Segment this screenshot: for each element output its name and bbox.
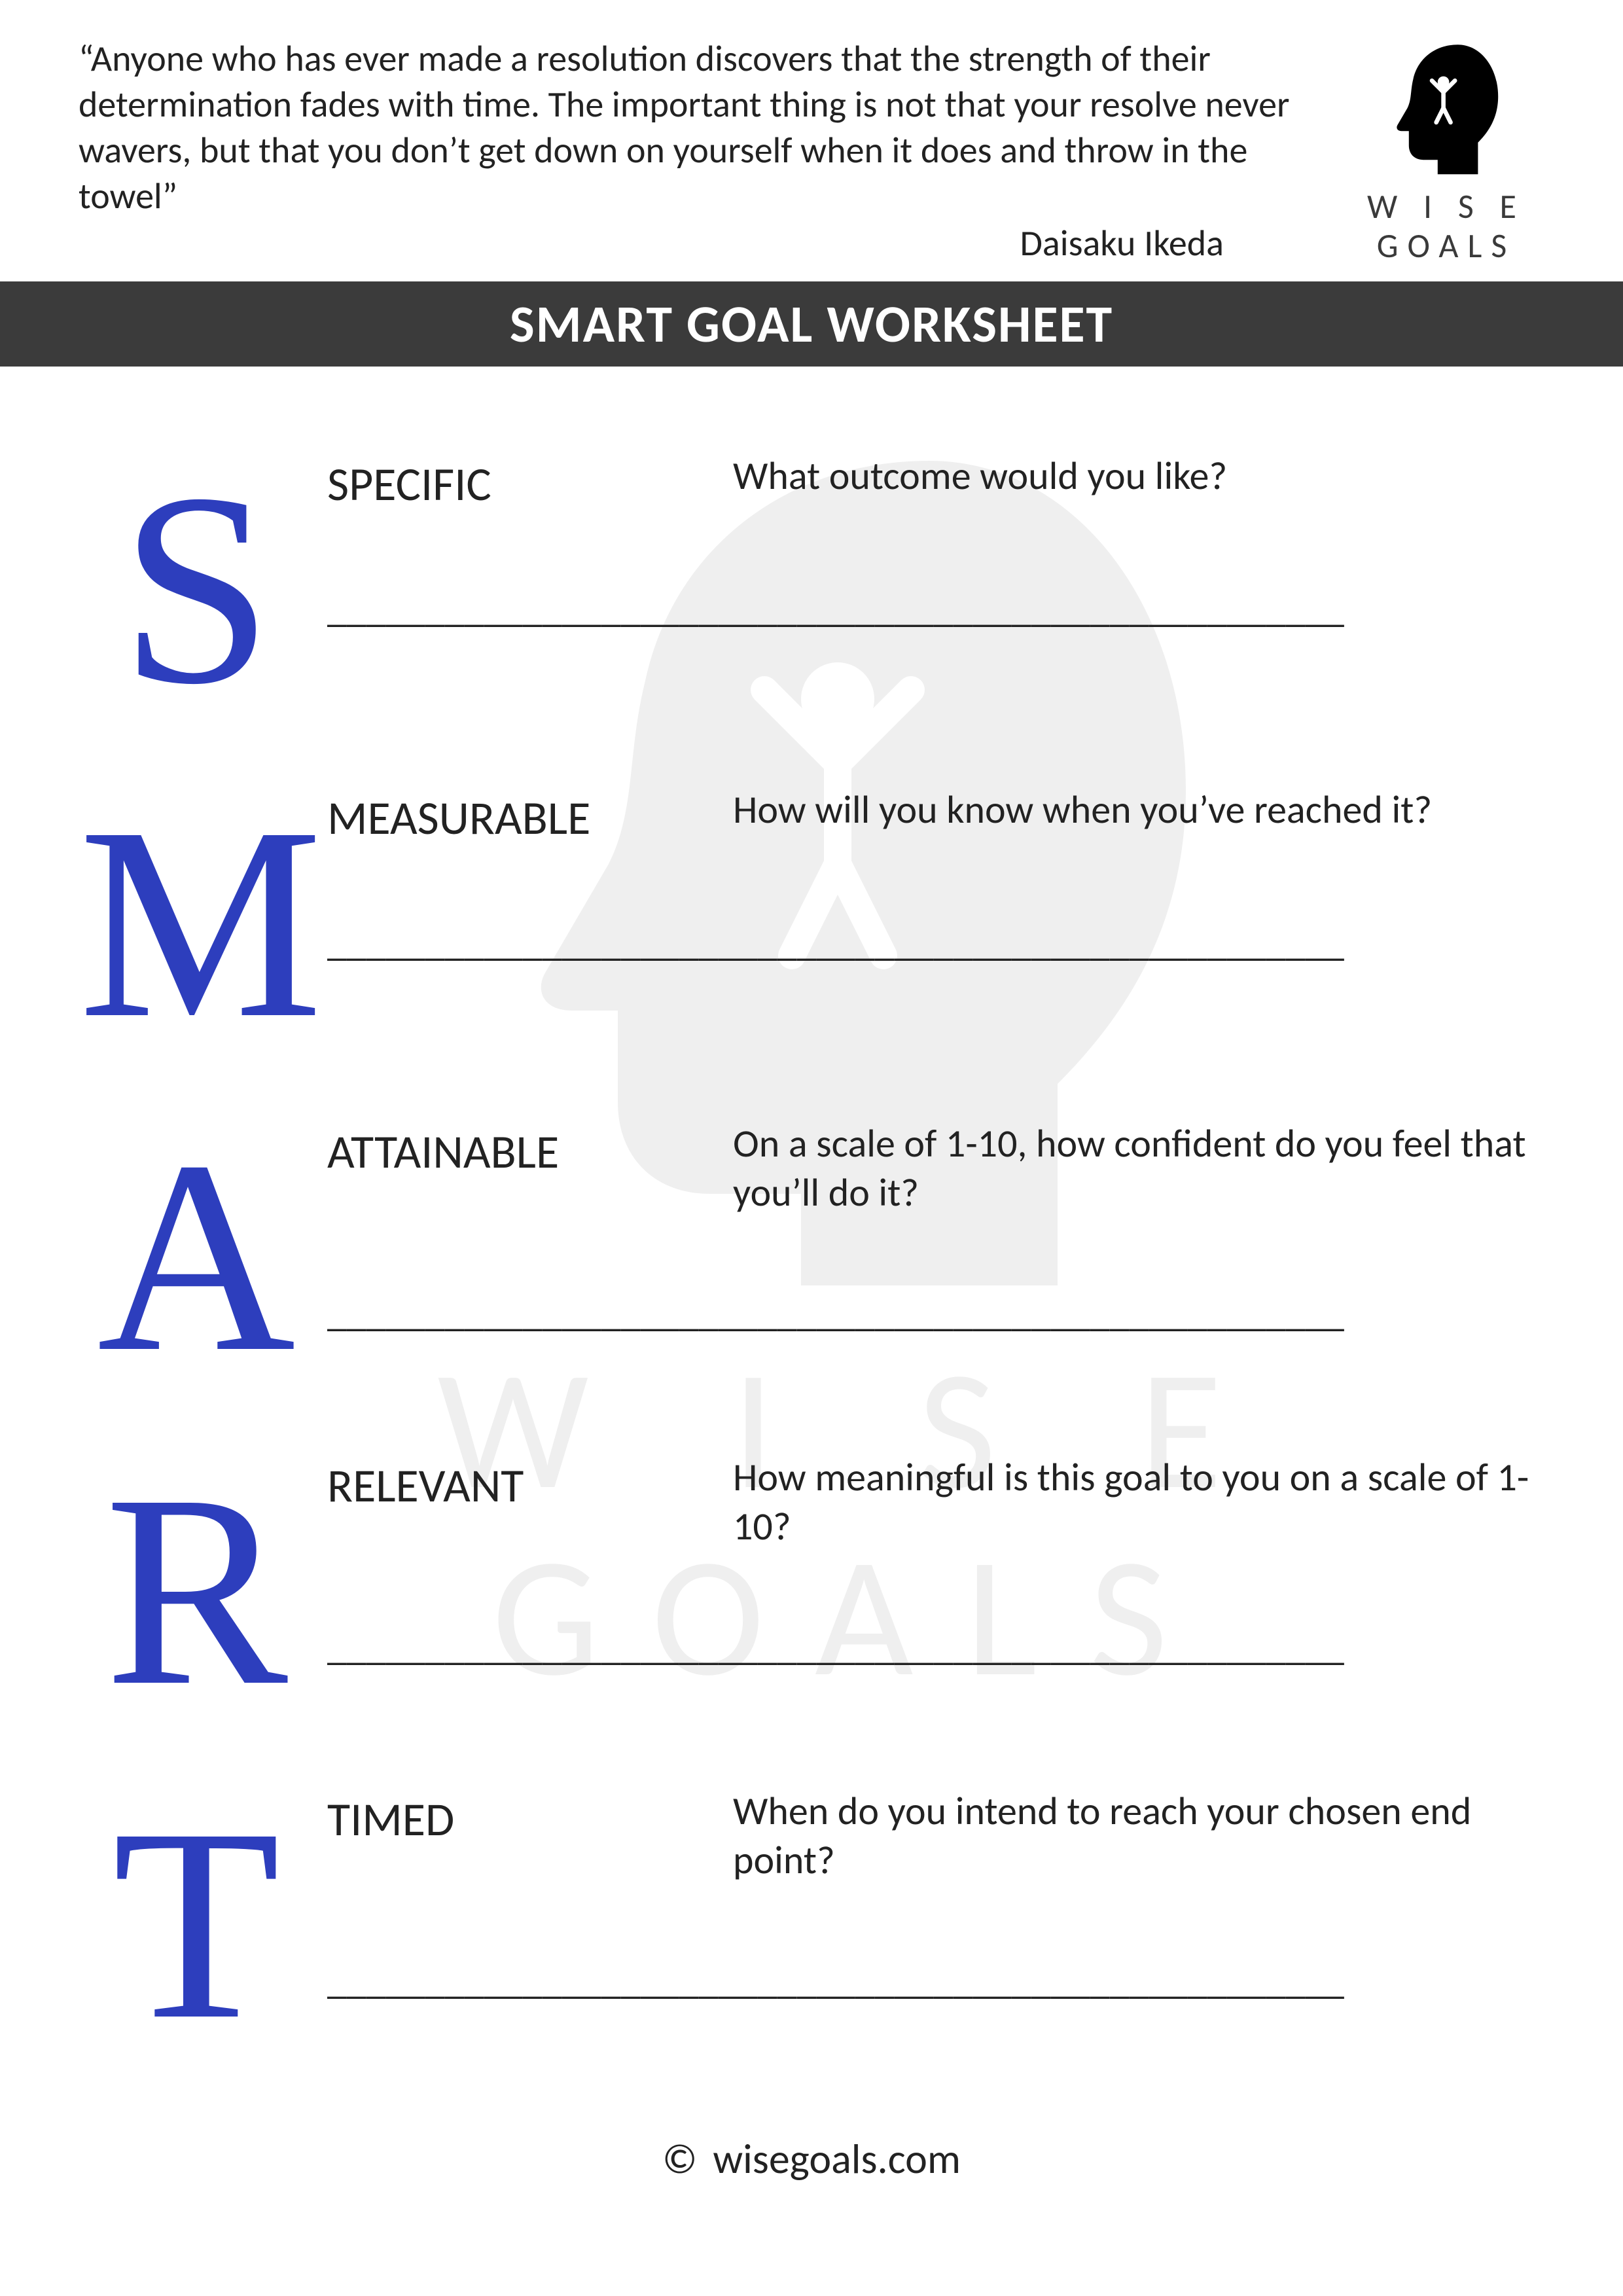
copyright-icon: © (662, 2134, 697, 2185)
question-attainable: On a scale of 1-10, how confident do you… (733, 1119, 1544, 1217)
row-measurable: M MEASURABLE How will you know when you’… (79, 785, 1544, 1100)
term-timed: TIMED (327, 1787, 733, 1848)
row-head: MEASURABLE How will you know when you’ve… (327, 785, 1544, 847)
page-title: SMART GOAL WORKSHEET (510, 293, 1113, 356)
answer-line-specific[interactable]: ________________________________________… (327, 585, 1544, 633)
big-letter-a: A (79, 1119, 314, 1394)
answer-line-measurable[interactable]: ________________________________________… (327, 919, 1544, 967)
row-attainable: A ATTAINABLE On a scale of 1-10, how con… (79, 1119, 1544, 1433)
row-content: MEASURABLE How will you know when you’ve… (314, 785, 1544, 967)
row-content: TIMED When do you intend to reach your c… (314, 1787, 1544, 2005)
logo-line-1: W I S E (1367, 187, 1525, 226)
big-letter-m: M (79, 785, 314, 1060)
row-head: ATTAINABLE On a scale of 1-10, how confi… (327, 1119, 1544, 1217)
smart-rows: S SPECIFIC What outcome would you like? … (79, 452, 1544, 2121)
head-silhouette-icon (1374, 36, 1518, 183)
answer-line-relevant[interactable]: ________________________________________… (327, 1623, 1544, 1671)
row-head: SPECIFIC What outcome would you like? (327, 452, 1544, 513)
row-head: RELEVANT How meaningful is this goal to … (327, 1453, 1544, 1551)
logo-text: W I S E GOALS (1367, 187, 1525, 266)
header: “Anyone who has ever made a resolution d… (79, 36, 1544, 266)
row-specific: S SPECIFIC What outcome would you like? … (79, 452, 1544, 766)
row-relevant: R RELEVANT How meaningful is this goal t… (79, 1453, 1544, 1767)
answer-line-attainable[interactable]: ________________________________________… (327, 1289, 1544, 1337)
big-letter-t: T (79, 1787, 314, 2062)
quote-text: “Anyone who has ever made a resolution d… (79, 36, 1309, 219)
question-specific: What outcome would you like? (733, 452, 1544, 501)
quote-block: “Anyone who has ever made a resolution d… (79, 36, 1348, 266)
footer-site: wisegoals.com (713, 2134, 961, 2185)
quote-author: Daisaku Ikeda (79, 221, 1309, 266)
worksheet-page: “Anyone who has ever made a resolution d… (0, 0, 1623, 2296)
row-timed: T TIMED When do you intend to reach your… (79, 1787, 1544, 2101)
big-letter-r: R (79, 1453, 314, 1728)
footer: © wisegoals.com (0, 2134, 1623, 2185)
brand-logo: W I S E GOALS (1348, 36, 1544, 266)
question-timed: When do you intend to reach your chosen … (733, 1787, 1544, 1885)
row-head: TIMED When do you intend to reach your c… (327, 1787, 1544, 1885)
term-measurable: MEASURABLE (327, 785, 733, 847)
term-relevant: RELEVANT (327, 1453, 733, 1515)
answer-line-timed[interactable]: ________________________________________… (327, 1957, 1544, 2005)
row-content: RELEVANT How meaningful is this goal to … (314, 1453, 1544, 1671)
question-relevant: How meaningful is this goal to you on a … (733, 1453, 1544, 1551)
row-content: SPECIFIC What outcome would you like? __… (314, 452, 1544, 633)
logo-line-2: GOALS (1367, 226, 1525, 266)
term-specific: SPECIFIC (327, 452, 733, 513)
question-measurable: How will you know when you’ve reached it… (733, 785, 1544, 834)
term-attainable: ATTAINABLE (327, 1119, 733, 1181)
title-bar: SMART GOAL WORKSHEET (0, 281, 1623, 367)
big-letter-s: S (79, 452, 314, 726)
row-content: ATTAINABLE On a scale of 1-10, how confi… (314, 1119, 1544, 1337)
